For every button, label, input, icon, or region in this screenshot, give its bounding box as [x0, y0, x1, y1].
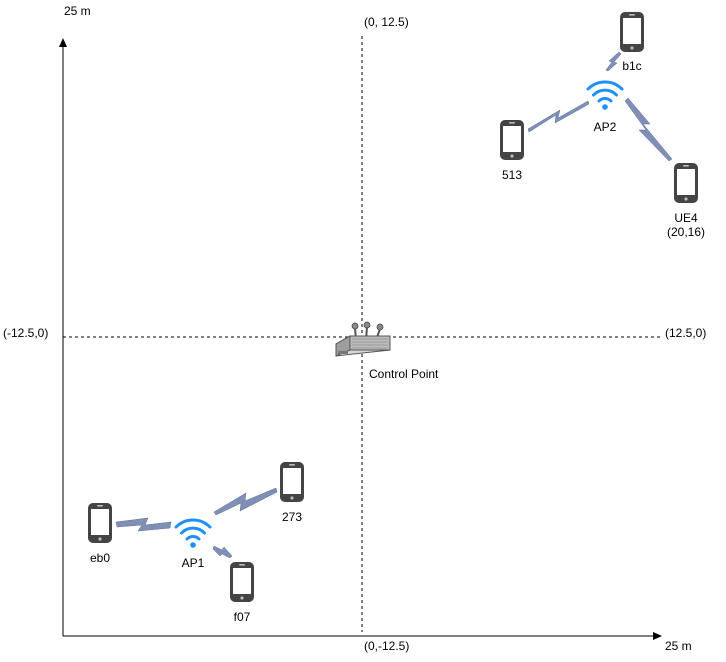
device-eb0-label: eb0: [90, 551, 110, 565]
device-513-label: 513: [502, 168, 522, 182]
smartphone-icon: [88, 503, 112, 543]
device-273-label: 273: [282, 510, 302, 524]
wireless-link-icon: [116, 518, 171, 531]
device-b1c-label: b1c: [622, 59, 641, 73]
wireless-link-icon: [606, 52, 621, 71]
top-coordinate-label: (0, 12.5): [364, 15, 409, 29]
y-axis-max-label: 25 m: [64, 4, 91, 18]
smartphone-icon: [620, 12, 644, 52]
wireless-link-icon: [213, 546, 232, 558]
smartphone-icon: [674, 163, 698, 203]
smartphone-icon: [280, 462, 304, 502]
device-ue4-label: UE4: [674, 211, 697, 225]
wireless-link-icon: [214, 488, 277, 515]
wireless-link-icon: [625, 98, 672, 161]
smartphone-icon: [230, 562, 254, 602]
smartphone-icon: [500, 120, 524, 160]
x-axis: [63, 632, 662, 640]
ap1-label: AP1: [182, 556, 205, 570]
right-coordinate-label: (12.5,0): [665, 326, 706, 340]
router-icon: [336, 322, 390, 356]
device-f07-label: f07: [234, 610, 251, 624]
control-point-label: Control Point: [369, 367, 438, 381]
bottom-coordinate-label: (0,-12.5): [364, 639, 409, 653]
wifi-icon: [588, 82, 622, 110]
device-ue4-coords: (20,16): [667, 225, 705, 239]
left-coordinate-label: (-12.5,0): [3, 326, 48, 340]
ap2-label: AP2: [594, 120, 617, 134]
wifi-icon: [176, 520, 210, 548]
x-axis-max-label: 25 m: [665, 639, 692, 653]
wireless-link-icon: [528, 101, 589, 132]
